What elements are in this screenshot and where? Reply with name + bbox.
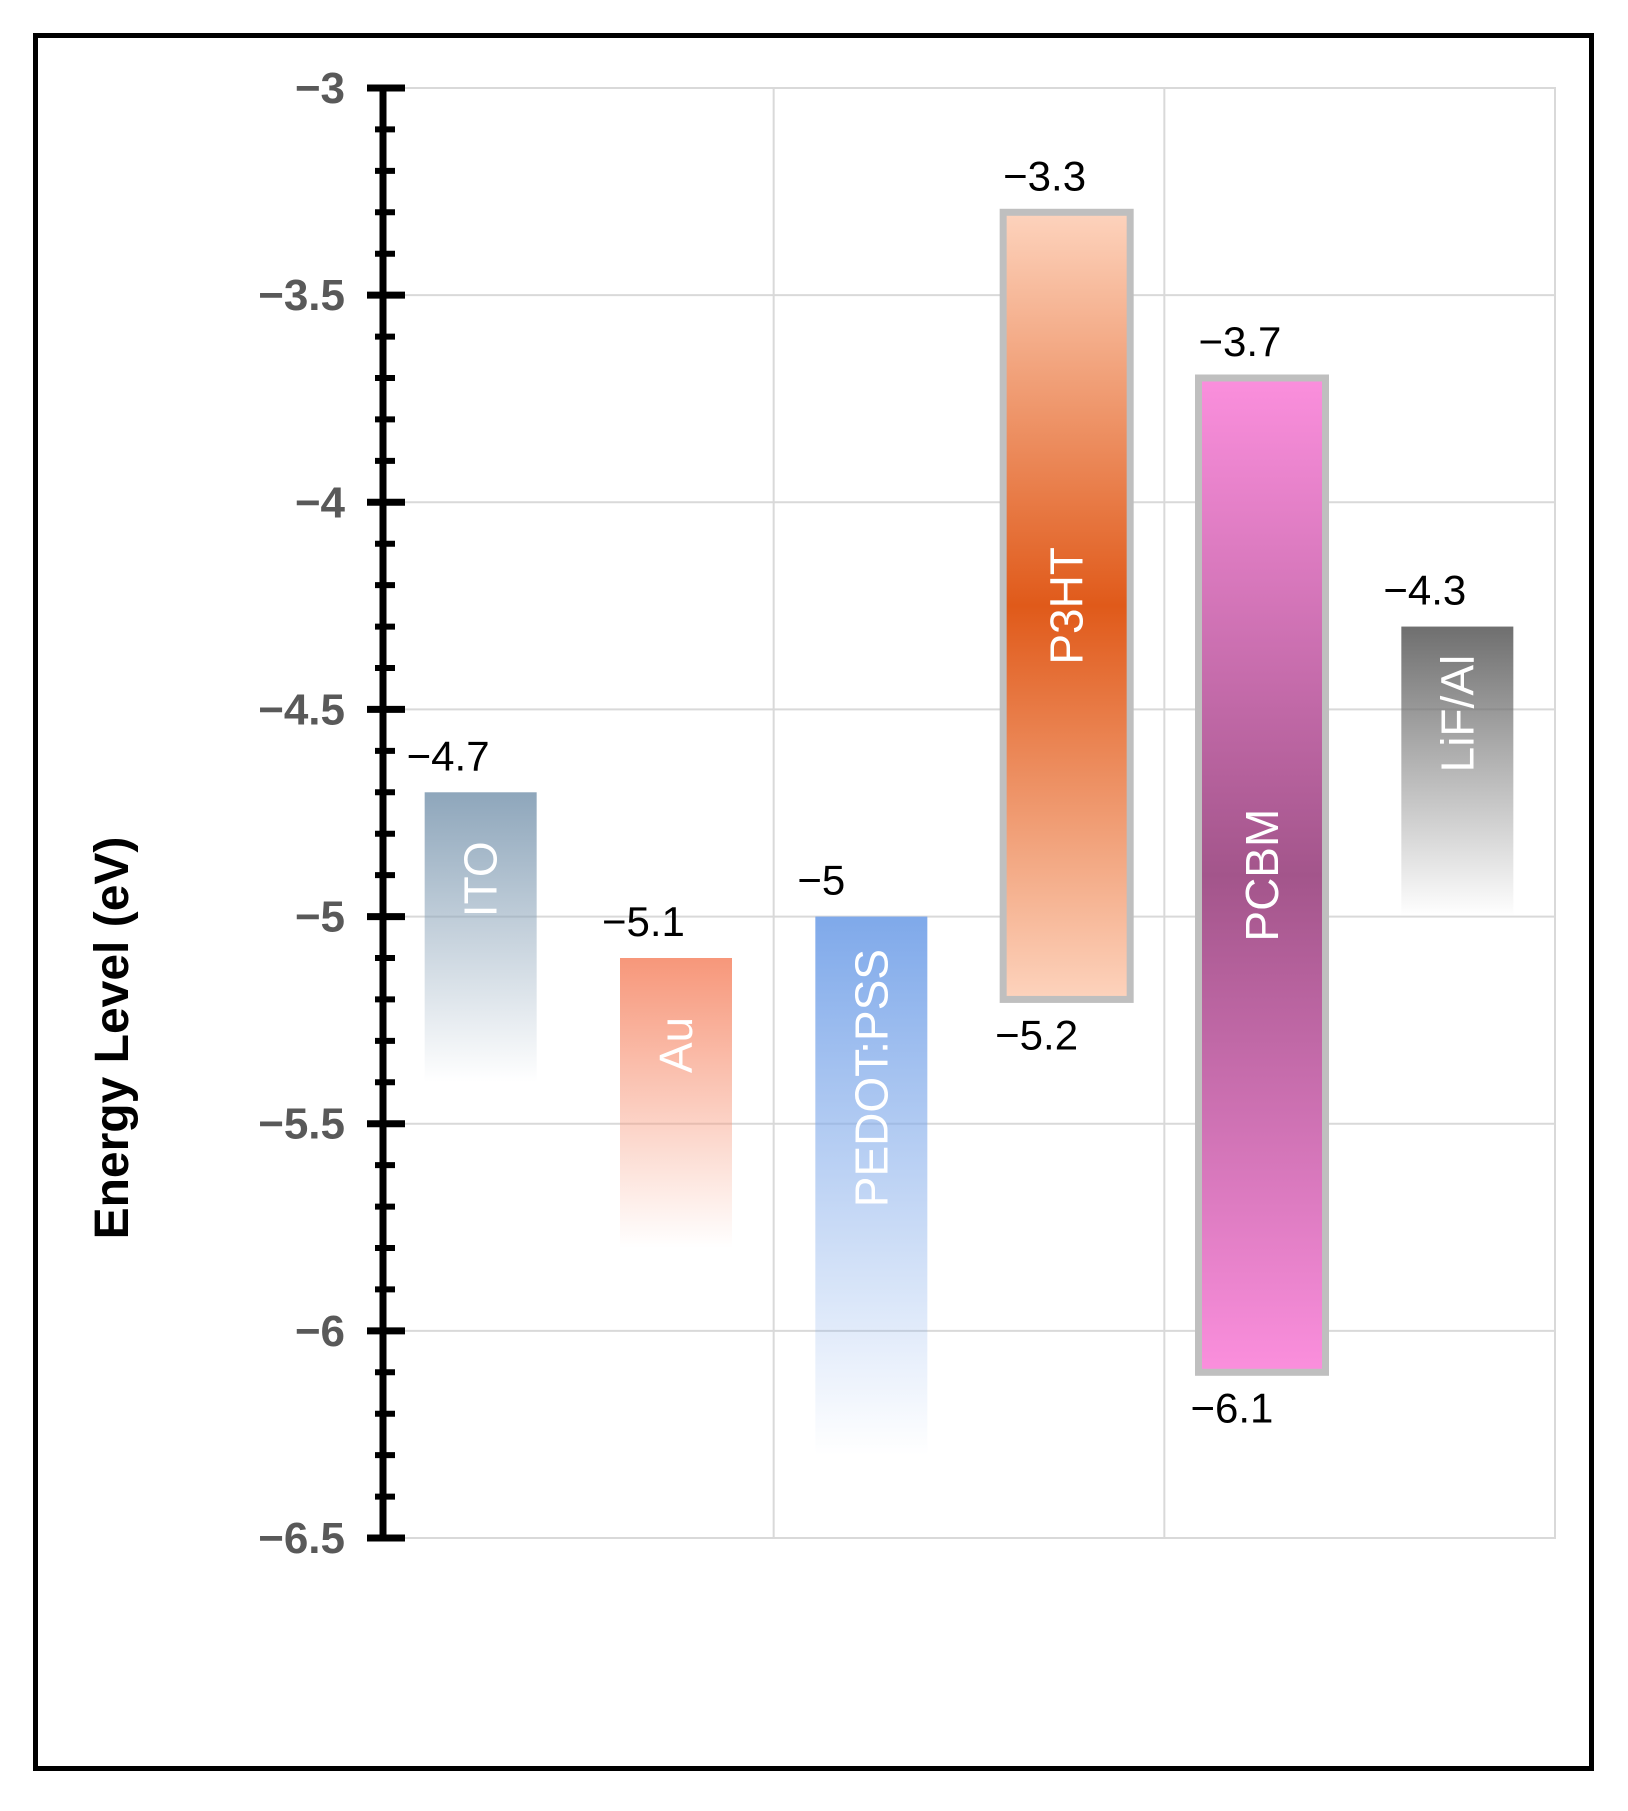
bar-pcbm-bottom-value: −6.1 <box>1191 1384 1274 1431</box>
bar-pedot-pss-label: PEDOT:PSS <box>845 949 897 1207</box>
value-labels: −4.7 −5.1 −5 −3.3 −5.2 −3.7 −6.1 −4.3 <box>407 152 1467 1431</box>
y-tick-label: −5.5 <box>258 1100 345 1149</box>
grid <box>382 87 1556 1539</box>
y-tick-label: −4 <box>295 478 346 527</box>
bar-lif-al-label: LiF/Al <box>1431 655 1483 773</box>
bar-pedot-pss-top-value: −5 <box>797 857 845 904</box>
plot-area-border <box>382 87 1556 1539</box>
bar-ito <box>424 792 537 1083</box>
y-tick-label: −3 <box>295 64 345 113</box>
bar-p3ht <box>999 208 1134 1003</box>
y-tick-label: −6 <box>295 1307 345 1356</box>
y-axis: −3 −3.5 −4 −4.5 −5 −5.5 −6 −6.5 <box>258 64 405 1563</box>
bar-ito-label: ITO <box>455 841 507 917</box>
bars: ITO Au PEDOT:PSS P3HT PCBM LiF/Al <box>424 208 1514 1456</box>
y-tick-label: −6.5 <box>258 1514 345 1563</box>
bar-pedot-pss <box>815 916 928 1456</box>
bar-au <box>620 958 732 1248</box>
y-tick-label: −3.5 <box>258 271 345 320</box>
bar-pcbm-top-value: −3.7 <box>1199 318 1282 365</box>
bar-lif-al-top-value: −4.3 <box>1383 567 1466 614</box>
y-tick-label: −4.5 <box>258 685 345 734</box>
bar-p3ht-top-value: −3.3 <box>1003 152 1086 199</box>
chart-frame: ITO Au PEDOT:PSS P3HT PCBM LiF/Al −3 −3.5 −4 −4.… <box>33 33 1594 1771</box>
y-tick-label: −5 <box>295 893 345 942</box>
y-axis-title: Energy Level (eV) <box>86 837 139 1240</box>
bar-au-top-value: −5.1 <box>602 898 685 945</box>
bar-pcbm <box>1195 374 1329 1376</box>
bar-lif-al <box>1401 626 1514 917</box>
bar-au-label: Au <box>650 1017 702 1073</box>
bar-p3ht-bottom-value: −5.2 <box>995 1011 1078 1058</box>
energy-level-chart: ITO Au PEDOT:PSS P3HT PCBM LiF/Al −3 −3.5 −4 −4.… <box>86 64 1556 1563</box>
bar-ito-top-value: −4.7 <box>407 732 490 779</box>
bar-pcbm-label: PCBM <box>1236 809 1288 942</box>
bar-p3ht-label: P3HT <box>1041 547 1093 665</box>
